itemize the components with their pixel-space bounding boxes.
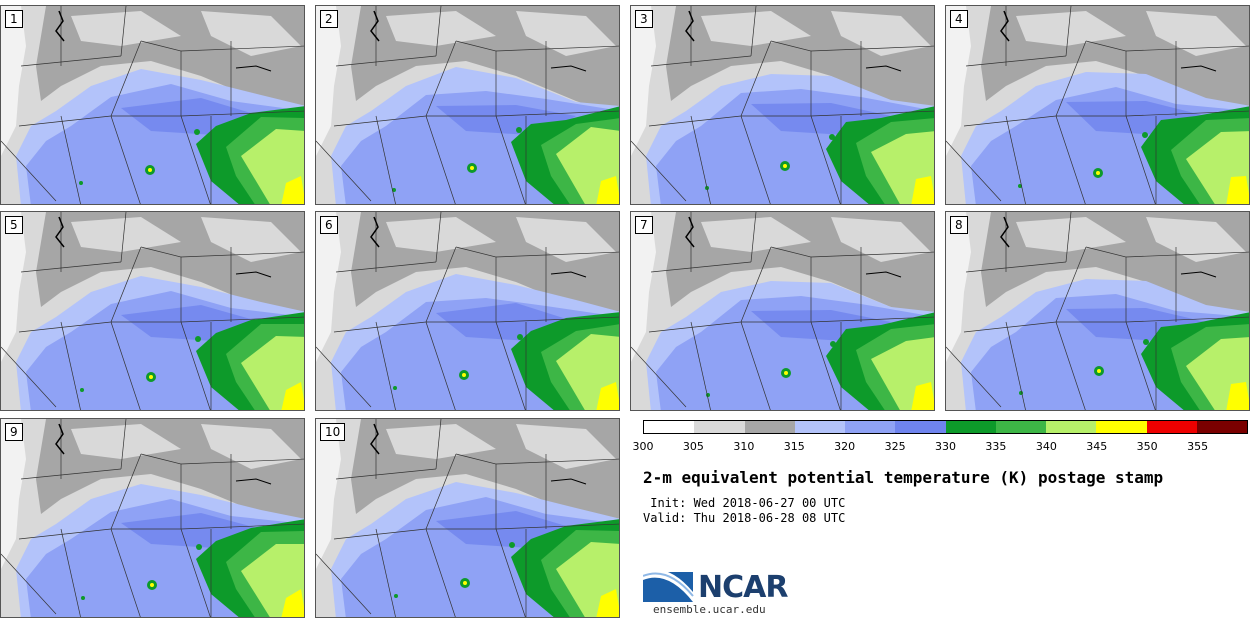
member-number-label: 1 <box>5 10 23 28</box>
colorbar-segment <box>945 421 996 433</box>
member-number-label: 6 <box>320 216 338 234</box>
ensemble-member-panel: 4 <box>945 5 1250 205</box>
colorbar-tick-label: 315 <box>783 440 805 453</box>
ncar-logo-icon <box>643 569 694 602</box>
ensemble-member-panel: 3 <box>630 5 935 205</box>
ensemble-member-panel: 7 <box>630 211 935 411</box>
colorbar-tick-label: 305 <box>682 440 704 453</box>
member-map <box>316 212 619 410</box>
member-map <box>946 6 1249 204</box>
member-map <box>1 212 304 410</box>
member-map <box>631 6 934 204</box>
colorbar-segment <box>1046 421 1097 433</box>
ensemble-member-panel: 2 <box>315 5 620 205</box>
ensemble-member-panel: 9 <box>0 418 305 618</box>
colorbar-segment <box>794 421 845 433</box>
member-map <box>316 419 619 617</box>
colorbar-tick-label: 340 <box>1035 440 1057 453</box>
colorbar-tick-label: 325 <box>884 440 906 453</box>
member-map <box>1 6 304 204</box>
ensemble-member-panel: 1 <box>0 5 305 205</box>
colorbar-tick-label: 330 <box>935 440 956 453</box>
ensemble-member-panel: 10 <box>315 418 620 618</box>
colorbar-tick-label: 350 <box>1136 440 1158 453</box>
member-map <box>946 212 1249 410</box>
colorbar-segment <box>694 421 745 433</box>
logo-name: NCAR <box>698 570 788 605</box>
member-number-label: 4 <box>950 10 968 28</box>
member-number-label: 5 <box>5 216 23 234</box>
member-number-label: 3 <box>635 10 653 28</box>
init-time: Init: Wed 2018-06-27 00 UTC <box>643 496 846 510</box>
colorbar-tick-label: 320 <box>834 440 856 453</box>
colorbar-segment <box>644 421 695 433</box>
figure-title: 2-m equivalent potential temperature (K)… <box>643 468 1164 487</box>
colorbar-segment <box>895 421 946 433</box>
colorbar <box>643 420 1248 434</box>
colorbar-segment <box>845 421 896 433</box>
member-number-label: 2 <box>320 10 338 28</box>
ensemble-member-panel: 8 <box>945 211 1250 411</box>
colorbar-tick-label: 355 <box>1187 440 1209 453</box>
colorbar-tick-label: 335 <box>985 440 1007 453</box>
colorbar-tick-label: 300 <box>632 440 654 453</box>
member-number-label: 7 <box>635 216 653 234</box>
colorbar-tick-label: 345 <box>1086 440 1108 453</box>
ensemble-member-panel: 6 <box>315 211 620 411</box>
member-number-label: 10 <box>320 423 346 441</box>
logo-url: ensemble.ucar.edu <box>653 603 766 616</box>
member-map <box>316 6 619 204</box>
colorbar-segment <box>744 421 795 433</box>
member-number-label: 9 <box>5 423 23 441</box>
member-map <box>1 419 304 617</box>
colorbar-tick-label: 310 <box>733 440 755 453</box>
colorbar-segment <box>1096 421 1147 433</box>
valid-time: Valid: Thu 2018-06-28 08 UTC <box>643 511 846 525</box>
member-map <box>631 212 934 410</box>
colorbar-segment <box>1196 421 1247 433</box>
ensemble-member-panel: 5 <box>0 211 305 411</box>
colorbar-segment <box>995 421 1046 433</box>
member-number-label: 8 <box>950 216 968 234</box>
colorbar-segment <box>1146 421 1197 433</box>
colorbar-ticks: 300 305 310 315 320 325 330 335 340 345 350 355 <box>633 440 1248 454</box>
